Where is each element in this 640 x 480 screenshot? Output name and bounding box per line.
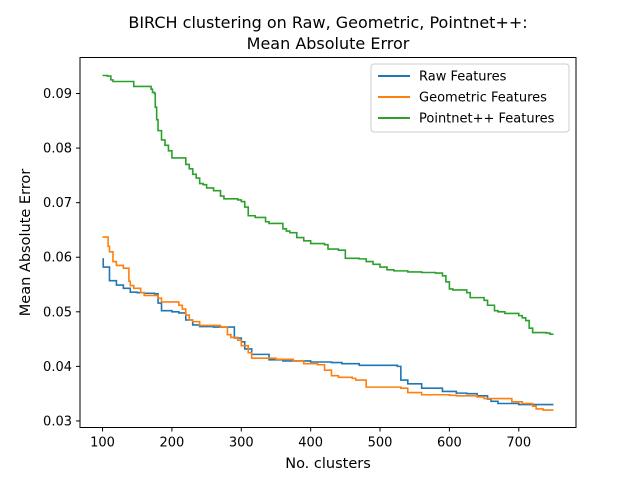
x-tick-label: 500 bbox=[368, 436, 393, 451]
x-tick-label: 300 bbox=[229, 436, 254, 451]
y-tick-label: 0.04 bbox=[43, 360, 72, 375]
legend-label-pointnet-features: Pointnet++ Features bbox=[419, 112, 555, 127]
legend-box bbox=[370, 63, 570, 133]
legend-label-geometric-features: Geometric Features bbox=[419, 91, 547, 106]
legend: Raw Features Geometric Features Pointnet… bbox=[370, 63, 570, 133]
x-tick-label: 600 bbox=[437, 436, 462, 451]
plot-lines bbox=[102, 74, 554, 411]
y-tick-label: 0.03 bbox=[43, 414, 72, 429]
x-tick-label: 200 bbox=[160, 436, 185, 451]
chart-title-line-1: BIRCH clustering on Raw, Geometric, Poin… bbox=[128, 13, 527, 32]
y-tick-label: 0.06 bbox=[43, 251, 72, 266]
x-tick-label: 700 bbox=[506, 436, 531, 451]
plot-area-frame bbox=[79, 57, 577, 428]
x-axis-label: No. clusters bbox=[285, 456, 371, 472]
series-line-geometric-features bbox=[102, 236, 554, 411]
legend-label-raw-features: Raw Features bbox=[419, 70, 507, 85]
x-axis: 100 200 300 400 500 600 700 bbox=[90, 427, 531, 451]
x-tick-label: 400 bbox=[298, 436, 323, 451]
series-line-pointnet-features bbox=[102, 74, 554, 335]
y-tick-label: 0.08 bbox=[43, 142, 72, 157]
y-tick-label: 0.05 bbox=[43, 305, 72, 320]
chart-title-line-2: Mean Absolute Error bbox=[247, 34, 410, 53]
y-tick-label: 0.07 bbox=[43, 196, 72, 211]
y-tick-label: 0.09 bbox=[43, 87, 72, 102]
x-tick-label: 100 bbox=[90, 436, 115, 451]
y-axis-label: Mean Absolute Error bbox=[18, 169, 34, 316]
y-axis: 0.03 0.04 0.05 0.06 0.07 0.08 0.09 bbox=[43, 87, 80, 429]
